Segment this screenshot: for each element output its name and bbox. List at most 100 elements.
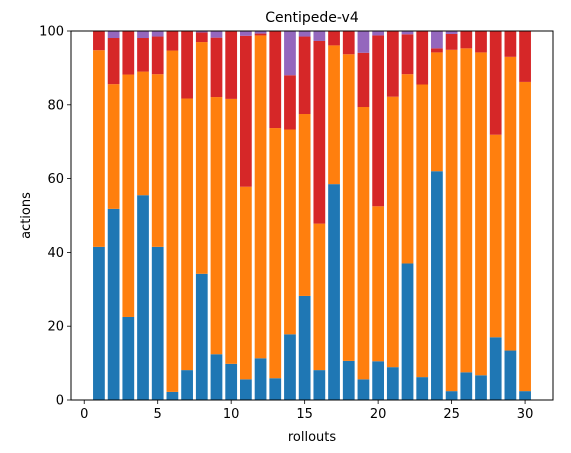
bar-rollout-25-segment-1 — [445, 391, 458, 400]
bar-rollout-17-segment-1 — [328, 184, 340, 400]
bar-rollout-16-segment-4 — [313, 31, 326, 41]
bar-rollout-25-segment-3 — [445, 33, 458, 50]
bar-rollout-7-segment-1 — [181, 370, 193, 400]
bar-rollout-17-segment-3 — [328, 31, 340, 46]
y-axis-label: actions — [19, 192, 34, 239]
bar-rollout-24-segment-4 — [431, 31, 443, 49]
bar-rollout-24-segment-2 — [431, 52, 443, 172]
bar-rollout-3-segment-2 — [122, 74, 135, 317]
bar-rollout-23-segment-1 — [416, 377, 429, 400]
bar-rollout-13-segment-1 — [269, 378, 282, 400]
bar-rollout-2-segment-3 — [107, 38, 120, 85]
bar-rollout-8-segment-2 — [195, 42, 208, 274]
bar-rollout-1-segment-2 — [93, 50, 105, 247]
bar-rollout-30-segment-3 — [519, 31, 531, 82]
bar-rollout-11-segment-1 — [239, 379, 252, 400]
bar-rollout-12-segment-2 — [254, 35, 267, 359]
bar-rollout-14-segment-4 — [284, 31, 296, 76]
bar-rollout-29-segment-1 — [504, 350, 517, 400]
bar-rollout-30-segment-2 — [519, 81, 531, 392]
y-axis: 0 20 40 60 80 100 — [39, 25, 71, 409]
bar-rollout-27-segment-2 — [475, 52, 487, 376]
bar-rollout-8-segment-3 — [195, 32, 208, 43]
bar-rollout-22-segment-2 — [401, 74, 414, 264]
bar-rollout-19-segment-3 — [357, 52, 370, 108]
bar-rollout-20-segment-3 — [372, 35, 385, 207]
bar-rollout-29-segment-2 — [504, 56, 517, 351]
bar-rollout-19-segment-1 — [357, 379, 370, 400]
bar-rollout-2-segment-1 — [107, 208, 120, 400]
bar-rollout-5-segment-2 — [151, 74, 164, 247]
bar-rollout-6-segment-3 — [166, 31, 179, 51]
bar-rollout-22-segment-3 — [401, 34, 414, 75]
bar-rollout-5-segment-3 — [151, 36, 164, 75]
bar-rollout-14-segment-2 — [284, 129, 296, 335]
bar-rollout-17-segment-2 — [328, 45, 340, 185]
x-tick-label: 5 — [154, 407, 162, 422]
bar-rollout-3-segment-1 — [122, 316, 135, 400]
bar-rollout-12-segment-3 — [254, 33, 267, 36]
bar-rollout-4-segment-3 — [137, 38, 149, 72]
bar-rollout-15-segment-2 — [298, 114, 311, 296]
bar-rollout-26-segment-1 — [460, 372, 473, 400]
bar-rollout-15-segment-4 — [298, 31, 311, 37]
bar-rollout-2-segment-4 — [107, 31, 120, 39]
bar-rollout-4-segment-4 — [137, 31, 149, 39]
bar-rollout-21-segment-1 — [386, 367, 399, 400]
bar-rollout-18-segment-3 — [342, 31, 355, 55]
bar-rollout-22-segment-1 — [401, 263, 414, 400]
bar-rollout-4-segment-2 — [137, 71, 149, 196]
bar-rollout-15-segment-1 — [298, 295, 311, 400]
bar-rollout-23-segment-2 — [416, 84, 429, 378]
bar-rollout-1-segment-1 — [93, 246, 105, 400]
bar-rollout-26-segment-3 — [460, 31, 473, 49]
x-tick-label: 20 — [370, 407, 387, 422]
bar-rollout-30-segment-1 — [519, 391, 531, 400]
bar-rollout-21-segment-2 — [386, 96, 399, 368]
bar-rollout-16-segment-1 — [313, 370, 326, 400]
bar-rollout-9-segment-2 — [210, 97, 223, 355]
bar-rollout-11-segment-3 — [239, 35, 252, 187]
bar-rollout-27-segment-3 — [475, 31, 487, 53]
bar-rollout-14-segment-3 — [284, 75, 296, 130]
bar-rollout-27-segment-1 — [475, 375, 487, 400]
bar-rollout-7-segment-2 — [181, 98, 193, 371]
bar-rollout-28-segment-1 — [489, 337, 502, 400]
x-axis: 0 5 10 15 20 25 30 — [80, 400, 533, 422]
bar-rollout-12-segment-4 — [254, 31, 267, 34]
bar-rollout-8-segment-1 — [195, 273, 208, 400]
bar-rollout-25-segment-2 — [445, 49, 458, 392]
bar-rollout-19-segment-2 — [357, 107, 370, 380]
bar-rollout-6-segment-1 — [166, 391, 179, 400]
bar-rollout-9-segment-3 — [210, 37, 223, 98]
x-tick-label: 0 — [80, 407, 88, 422]
bar-rollout-7-segment-3 — [181, 31, 193, 99]
bar-rollout-26-segment-2 — [460, 48, 473, 373]
bar-rollout-13-segment-2 — [269, 128, 282, 379]
bar-rollout-23-segment-3 — [416, 31, 429, 85]
bar-rollout-29-segment-3 — [504, 31, 517, 57]
bar-rollout-9-segment-4 — [210, 31, 223, 38]
x-tick-label: 30 — [517, 407, 534, 422]
bar-rollout-18-segment-1 — [342, 360, 355, 400]
chart-title: Centipede-v4 — [265, 10, 359, 26]
bars-group — [93, 31, 531, 400]
bar-rollout-12-segment-1 — [254, 358, 267, 400]
bar-rollout-1-segment-3 — [93, 31, 105, 51]
bar-rollout-25-segment-4 — [445, 31, 458, 34]
y-tick-label: 0 — [56, 394, 64, 409]
bar-rollout-28-segment-3 — [489, 31, 502, 135]
bar-rollout-14-segment-1 — [284, 334, 296, 400]
bar-rollout-28-segment-2 — [489, 134, 502, 338]
x-tick-label: 25 — [443, 407, 460, 422]
y-tick-label: 40 — [47, 246, 64, 261]
bar-rollout-9-segment-1 — [210, 354, 223, 400]
bar-rollout-10-segment-1 — [225, 363, 238, 400]
bar-rollout-24-segment-3 — [431, 48, 443, 53]
x-tick-label: 10 — [223, 407, 240, 422]
bar-rollout-8-segment-4 — [195, 31, 208, 33]
bar-rollout-11-segment-4 — [239, 31, 252, 36]
x-tick-label: 15 — [296, 407, 313, 422]
y-tick-label: 80 — [47, 98, 64, 113]
